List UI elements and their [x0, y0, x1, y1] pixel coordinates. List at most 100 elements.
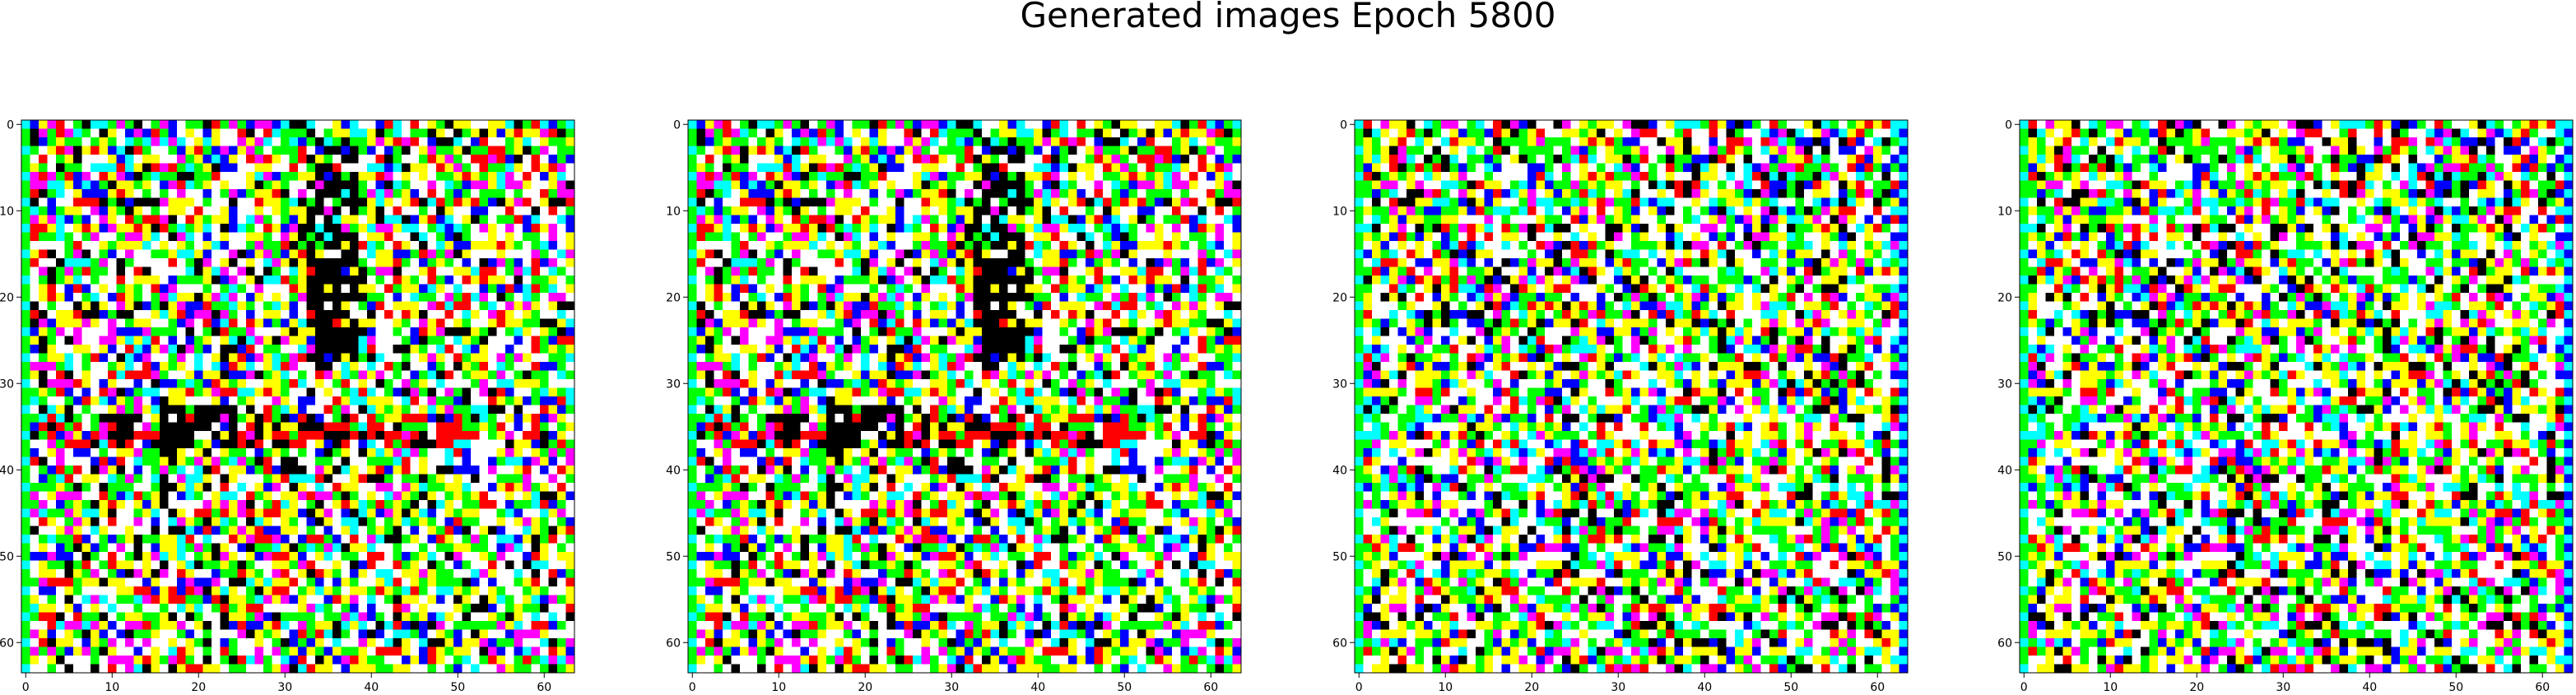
pixel	[263, 353, 273, 363]
pixel	[410, 448, 420, 458]
pixel	[375, 552, 385, 562]
pixel	[384, 224, 394, 234]
pixel	[410, 336, 420, 345]
pixel	[436, 604, 446, 614]
pixel	[212, 612, 221, 622]
pixel	[160, 353, 170, 363]
pixel	[341, 466, 351, 475]
pixel	[341, 526, 351, 535]
pixel	[177, 621, 187, 631]
pixel	[740, 232, 750, 242]
pixel	[323, 638, 333, 648]
pixel	[350, 448, 360, 458]
pixel	[341, 284, 351, 294]
pixel	[246, 155, 256, 164]
pixel	[116, 448, 126, 458]
pixel	[1059, 128, 1069, 138]
pixel	[177, 629, 187, 639]
pixel	[298, 396, 308, 406]
pixel	[375, 379, 385, 389]
pixel	[108, 577, 118, 587]
pixel	[1034, 197, 1044, 207]
pixel	[548, 604, 558, 614]
pixel	[263, 543, 273, 553]
pixel	[142, 474, 152, 484]
pixel	[402, 517, 412, 527]
pixel	[548, 508, 558, 518]
pixel	[817, 206, 827, 216]
pixel	[878, 120, 888, 130]
pixel	[194, 646, 204, 656]
pixel	[427, 232, 437, 242]
pixel	[220, 483, 230, 493]
pixel	[548, 552, 558, 562]
pixel	[375, 612, 385, 622]
pixel	[765, 128, 775, 138]
pixel	[315, 241, 325, 251]
pixel	[91, 137, 100, 147]
pixel	[108, 276, 118, 285]
pixel	[444, 266, 454, 276]
pixel	[281, 249, 291, 259]
pixel	[91, 197, 100, 207]
pixel	[938, 137, 948, 147]
pixel	[384, 172, 394, 182]
pixel	[393, 318, 402, 328]
pixel	[64, 474, 74, 484]
pixel	[116, 197, 126, 207]
pixel	[30, 621, 40, 631]
pixel	[765, 120, 775, 130]
pixel	[471, 379, 481, 389]
pixel	[142, 491, 152, 501]
pixel	[185, 491, 195, 501]
pixel	[1042, 180, 1052, 190]
pixel	[514, 439, 523, 449]
pixel	[367, 448, 377, 458]
pixel	[298, 466, 308, 475]
pixel	[125, 517, 135, 527]
pixel	[471, 284, 481, 294]
pixel	[410, 310, 420, 320]
pixel	[1146, 128, 1155, 138]
pixel	[367, 595, 377, 605]
pixel	[30, 241, 40, 251]
pixel	[1034, 180, 1044, 190]
pixel	[220, 232, 230, 242]
pixel	[419, 491, 429, 501]
pixel	[514, 258, 523, 268]
pixel	[531, 137, 541, 147]
pixel	[220, 491, 230, 501]
pixel	[323, 370, 333, 380]
pixel	[531, 543, 541, 553]
pixel	[177, 293, 187, 303]
pixel	[453, 656, 463, 665]
pixel	[263, 656, 273, 665]
pixel	[212, 439, 221, 449]
pixel	[367, 206, 377, 216]
pixel	[160, 604, 170, 614]
pixel	[402, 266, 412, 276]
pixel	[229, 491, 239, 501]
pixel	[565, 293, 575, 303]
pixel	[177, 560, 187, 570]
pixel	[91, 301, 100, 311]
pixel	[904, 137, 914, 147]
pixel	[332, 128, 342, 138]
pixel	[81, 146, 91, 155]
pixel	[1137, 137, 1147, 147]
pixel	[125, 526, 135, 535]
pixel	[21, 535, 31, 544]
pixel	[323, 535, 333, 544]
pixel	[462, 405, 472, 415]
pixel	[384, 474, 394, 484]
pixel	[21, 621, 31, 631]
pixel	[835, 163, 844, 173]
pixel	[246, 370, 256, 380]
pixel	[220, 137, 230, 147]
pixel	[315, 526, 325, 535]
pixel	[358, 284, 368, 294]
pixel	[913, 163, 923, 173]
pixel	[1059, 180, 1069, 190]
pixel	[116, 284, 126, 294]
pixel	[375, 370, 385, 380]
